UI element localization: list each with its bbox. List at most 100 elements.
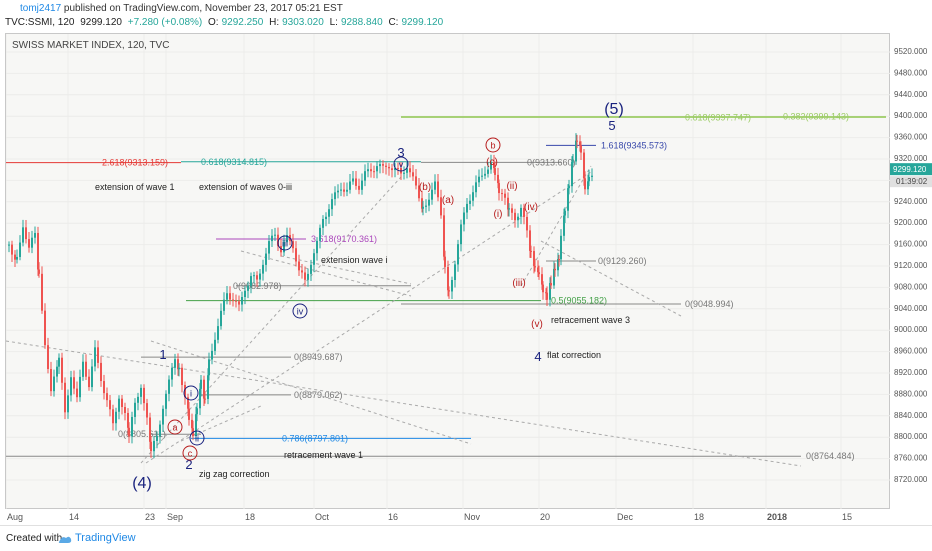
author-link[interactable]: tomj2417 — [20, 3, 62, 14]
high-label: H: — [269, 17, 280, 28]
y-tick-label: 9480.000 — [894, 68, 928, 77]
candle-body — [437, 181, 439, 198]
candle-body — [538, 272, 540, 275]
level-label: 0(9048.994) — [685, 299, 734, 309]
candle-body — [109, 400, 111, 410]
level-label: 1.618(9345.573) — [601, 140, 667, 150]
candle-body — [313, 253, 315, 265]
candle-body — [127, 412, 129, 428]
candle-body — [268, 241, 270, 254]
candle-body — [14, 254, 16, 260]
candle-body — [103, 381, 105, 394]
y-tick-label: 9240.000 — [894, 197, 928, 206]
wave-label: 5 — [608, 118, 615, 133]
candle-body — [507, 197, 509, 210]
wave-label: (i) — [494, 209, 503, 220]
y-tick-label: 9360.000 — [894, 133, 928, 142]
candle-body — [37, 232, 39, 270]
candle-body — [494, 168, 496, 175]
candle-body — [124, 407, 126, 413]
y-tick-label: 8920.000 — [894, 368, 928, 377]
candle-body — [301, 270, 303, 273]
candle-body — [529, 230, 531, 251]
y-tick-label: 9160.000 — [894, 240, 928, 249]
last-price-label: 9299.120 — [893, 165, 927, 174]
wave-label: iv — [297, 307, 304, 317]
candle-body — [79, 376, 81, 398]
candle-body — [501, 193, 503, 195]
candle-body — [460, 224, 462, 245]
candle-body — [415, 176, 417, 186]
x-tick-label: Nov — [464, 512, 481, 522]
candle-body — [352, 178, 354, 182]
wave-label-circle — [189, 430, 205, 446]
trend-line — [5, 340, 802, 467]
candle-body — [584, 178, 586, 190]
candle-body — [85, 361, 87, 377]
candle-body — [28, 239, 30, 248]
candle-body — [560, 235, 562, 260]
price-axis[interactable]: 8720.000 8760.000 8800.000 8840.000 8880.000… — [890, 26, 932, 509]
x-tick-label: 23 — [145, 512, 155, 522]
x-tick-label: 18 — [694, 512, 704, 522]
time-axis[interactable]: Aug 14 23 Sep 18 Oct 16 Nov 20 Dec 18 2018 15 — [5, 509, 890, 525]
candle-body — [412, 172, 414, 177]
candle-body — [19, 242, 21, 257]
candle-body — [557, 259, 559, 271]
candle-body — [517, 216, 519, 221]
candle-body — [283, 242, 285, 253]
candle-body — [265, 253, 267, 265]
wave-label: ii — [195, 434, 199, 444]
candle-body — [571, 161, 573, 187]
candle-body — [504, 193, 506, 198]
x-tick-label: 15 — [842, 512, 852, 522]
candle-body — [546, 292, 548, 300]
candle-body — [298, 261, 300, 271]
candle-body — [553, 268, 555, 286]
candle-body — [140, 387, 142, 397]
level-label: 0.5(9055.182) — [551, 296, 607, 306]
chart-plot-area[interactable]: 0.618(9397.747) 0.382(9399.143) 1.618(9345… — [1, 30, 891, 510]
candle-body — [47, 345, 49, 370]
x-tick-label: Dec — [617, 512, 634, 522]
y-tick-label: 8880.000 — [894, 389, 928, 398]
candle-body — [8, 244, 10, 246]
candle-body — [50, 369, 52, 392]
level-label: 0(9129.260) — [598, 256, 647, 266]
candle-body — [409, 168, 411, 173]
candle-body — [34, 232, 36, 238]
countdown-tag — [890, 176, 932, 188]
wave-label-circle — [167, 419, 183, 435]
wave-label: (5) — [604, 101, 624, 118]
candle-body — [443, 215, 445, 257]
candle-body — [271, 235, 273, 242]
candle-body — [195, 414, 197, 437]
candle-body — [146, 403, 148, 418]
wave-label-circle — [292, 303, 308, 319]
y-tick-label: 9120.000 — [894, 261, 928, 270]
candle-body — [498, 183, 500, 194]
candle-body — [475, 182, 477, 193]
candle-body — [558, 259, 560, 261]
candle-body — [211, 350, 213, 360]
candle-body — [550, 283, 552, 286]
candle-body — [520, 207, 522, 217]
candle-body — [25, 227, 27, 240]
candle-body — [171, 367, 173, 380]
level-label: 2.618(9313.159) — [102, 158, 168, 168]
candle-body — [235, 300, 237, 302]
candle-body — [533, 251, 535, 267]
candle-body — [434, 181, 436, 190]
wave-label: (a) — [442, 195, 454, 206]
tradingview-brand[interactable]: TradingView — [75, 532, 136, 544]
wave-label: (c) — [486, 157, 498, 168]
candle-body — [508, 208, 510, 210]
close-label: C: — [388, 17, 399, 28]
candle-body — [563, 215, 565, 236]
candle-body — [238, 301, 240, 305]
candle-body — [178, 367, 180, 370]
candle-body — [274, 234, 276, 236]
candle-body — [150, 441, 152, 452]
candle-body — [580, 145, 582, 153]
candle-body — [31, 237, 33, 248]
